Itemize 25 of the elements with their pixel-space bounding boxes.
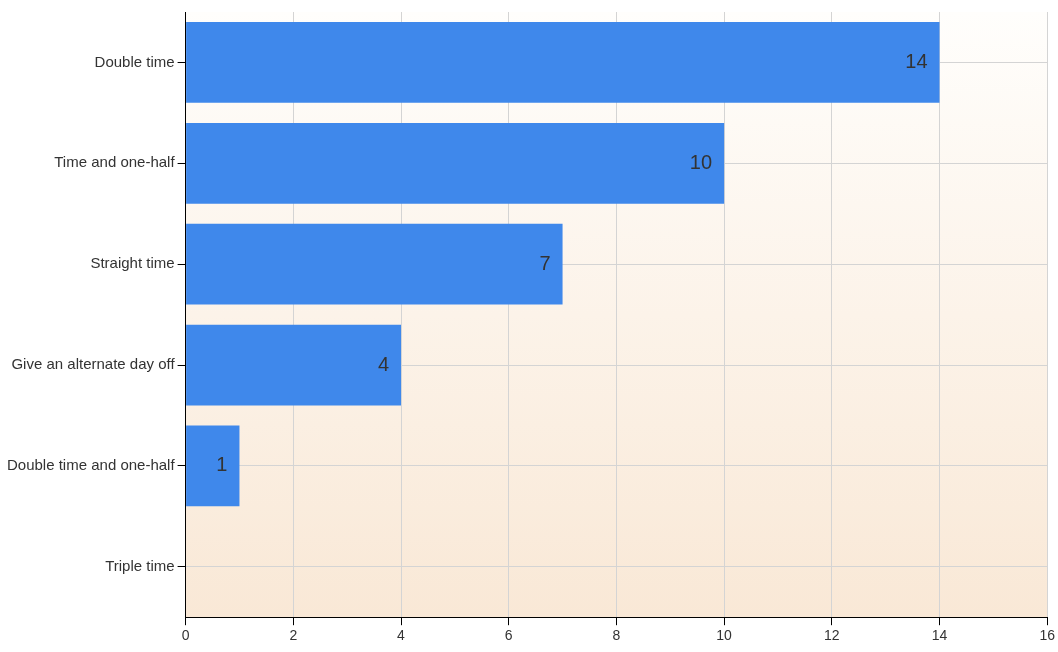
- x-tick-label: 14: [931, 627, 948, 644]
- x-tick-label: 6: [504, 627, 513, 644]
- bar: [186, 223, 563, 305]
- x-tick-label: 2: [289, 627, 298, 644]
- x-tick-label: 10: [716, 627, 733, 644]
- y-tick-label: Double time and one-half: [7, 456, 176, 474]
- bar: [186, 324, 402, 406]
- data-label: 10: [689, 150, 713, 173]
- bar: [186, 22, 940, 103]
- y-tick-label: Straight time: [90, 254, 175, 272]
- data-label: 4: [377, 352, 390, 375]
- x-tick-label: 8: [612, 627, 621, 644]
- data-label: 14: [905, 49, 928, 72]
- x-tick-label: 16: [1039, 627, 1056, 644]
- bar: [186, 425, 240, 507]
- data-label: 1: [216, 453, 228, 476]
- x-tick-label: 12: [824, 627, 840, 644]
- x-tick-label: 0: [181, 627, 190, 644]
- y-tick-label: Time and one-half: [54, 153, 176, 171]
- y-tick-label: Double time: [94, 52, 175, 70]
- bar: [186, 122, 725, 204]
- data-label: 7: [539, 251, 551, 274]
- x-tick-label: 4: [397, 627, 406, 644]
- y-tick-label: Give an alternate day off: [11, 355, 176, 373]
- y-tick-label: Triple time: [105, 556, 175, 574]
